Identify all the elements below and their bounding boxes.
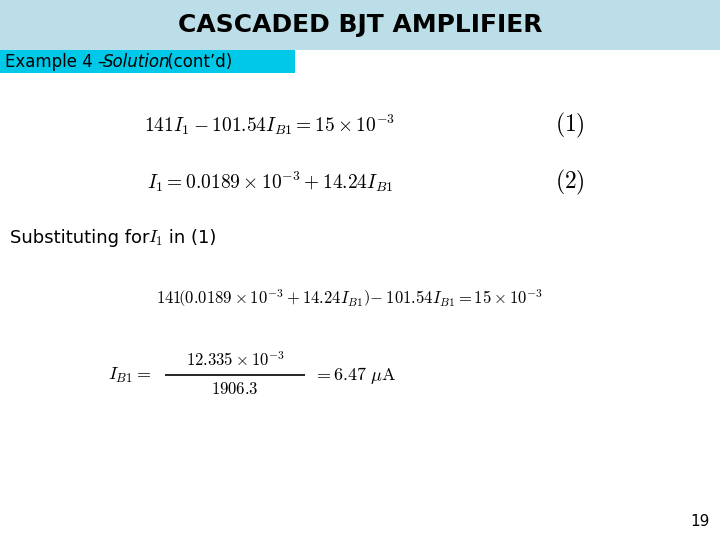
Text: $141I_1 - 101.54I_{B1} = 15\times10^{-3}$: $141I_1 - 101.54I_{B1} = 15\times10^{-3}…: [145, 113, 395, 137]
Text: $12.335\times10^{-3}$: $12.335\times10^{-3}$: [186, 352, 284, 370]
Text: Substituting for: Substituting for: [10, 229, 156, 247]
Text: in (1): in (1): [163, 229, 217, 247]
Text: $1906.3$: $1906.3$: [211, 380, 258, 398]
Text: CASCADED BJT AMPLIFIER: CASCADED BJT AMPLIFIER: [178, 13, 542, 37]
Bar: [0, 0, 720, 50]
Text: (cont’d): (cont’d): [162, 53, 233, 71]
Bar: [0, 50, 295, 73]
Text: $(2)$: $(2)$: [555, 167, 585, 197]
Text: Solution: Solution: [103, 53, 171, 71]
Text: $= 6.47\ \mu\mathrm{A}$: $= 6.47\ \mu\mathrm{A}$: [313, 364, 397, 386]
Text: 19: 19: [690, 515, 710, 530]
Text: $I_1 = 0.0189\times10^{-3} + 14.24I_{B1}$: $I_1 = 0.0189\times10^{-3} + 14.24I_{B1}…: [147, 170, 393, 194]
Text: $141\!\left(0.0189\times10^{-3} + 14.24I_{B1}\right)\!-101.54I_{B1} = 15\times10: $141\!\left(0.0189\times10^{-3} + 14.24I…: [156, 287, 544, 309]
Text: $(1)$: $(1)$: [555, 111, 585, 139]
Text: $I_1$: $I_1$: [148, 228, 163, 247]
Text: Example 4 –: Example 4 –: [5, 53, 112, 71]
Text: $I_{B1} =$: $I_{B1} =$: [108, 366, 151, 384]
